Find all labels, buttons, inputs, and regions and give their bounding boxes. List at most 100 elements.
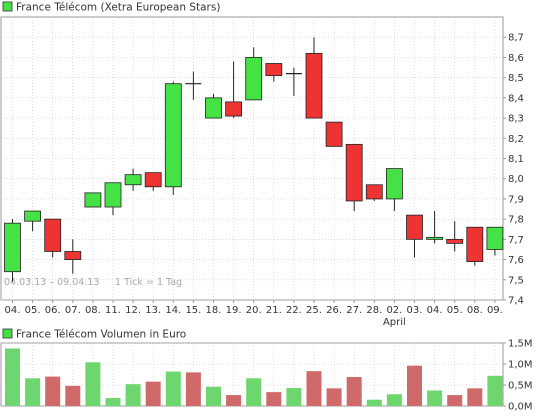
candle-body bbox=[124, 174, 142, 186]
candle bbox=[486, 226, 504, 256]
volume-ytick-label: 1,0M bbox=[508, 360, 533, 371]
candles bbox=[4, 37, 504, 282]
x-tick-label: 05. bbox=[25, 305, 41, 316]
candle bbox=[245, 47, 263, 101]
candle-body bbox=[144, 172, 162, 188]
volume-legend-marker bbox=[2, 328, 13, 339]
candle-body bbox=[225, 101, 243, 117]
volume-bar bbox=[25, 378, 41, 406]
price-ytick-label: 8,7 bbox=[508, 33, 524, 44]
candle bbox=[446, 221, 464, 252]
candle-body bbox=[325, 121, 343, 147]
price-legend-marker bbox=[2, 1, 13, 12]
candle bbox=[124, 168, 142, 191]
x-tick-label: 12. bbox=[125, 305, 141, 316]
price-ytick-label: 7,4 bbox=[508, 296, 524, 307]
x-tick-label: 07. bbox=[65, 305, 81, 316]
volume-bar bbox=[125, 384, 141, 406]
candle-body bbox=[64, 251, 82, 260]
volume-bar bbox=[447, 395, 463, 406]
volume-bar bbox=[185, 372, 201, 406]
x-tick-label: 25. bbox=[306, 305, 322, 316]
candle bbox=[426, 211, 444, 244]
candle bbox=[104, 182, 122, 216]
candle bbox=[225, 61, 243, 119]
x-tick-label: 27. bbox=[346, 305, 362, 316]
candle-body bbox=[365, 184, 383, 200]
volume-bar bbox=[386, 394, 402, 406]
candle-body bbox=[245, 57, 263, 101]
volume-bar bbox=[206, 386, 221, 406]
price-ytick-label: 7,6 bbox=[508, 255, 524, 266]
x-tick-label: 09. bbox=[487, 305, 503, 316]
price-ytick-label: 8,0 bbox=[508, 174, 524, 185]
x-tick-label: 08. bbox=[467, 305, 483, 316]
price-ytick-label: 7,9 bbox=[508, 194, 524, 205]
candle bbox=[305, 37, 323, 119]
candle bbox=[4, 219, 21, 282]
x-tick-label: 15. bbox=[185, 305, 201, 316]
volume-bar bbox=[165, 371, 181, 406]
candle-body bbox=[345, 143, 363, 202]
volume-bar bbox=[5, 348, 20, 406]
volume-bar bbox=[85, 362, 101, 406]
candle-body bbox=[305, 52, 323, 119]
tick-label: 1 Tick = 1 Tag bbox=[115, 277, 182, 288]
candle bbox=[84, 192, 102, 208]
x-axis: 04. 05. 06. 07. 08. 11. 12. 13. 14. 15. 18. 19. 20. 2… bbox=[5, 300, 503, 328]
x-tick-label: 04. bbox=[427, 305, 443, 316]
candle-body bbox=[205, 97, 222, 119]
candle-body bbox=[406, 214, 423, 240]
price-ytick-label: 8,5 bbox=[508, 73, 524, 84]
volume-bar bbox=[427, 390, 443, 406]
candle-body bbox=[104, 182, 122, 208]
volume-bar bbox=[65, 385, 81, 406]
x-tick-label: 13. bbox=[145, 305, 161, 316]
candle-body bbox=[426, 236, 444, 240]
candle bbox=[285, 67, 302, 96]
x-tick-label: 14. bbox=[165, 305, 181, 316]
x-tick-label: 28. bbox=[366, 305, 382, 316]
candle bbox=[44, 218, 62, 258]
volume-bar bbox=[145, 381, 161, 406]
candle-body bbox=[164, 83, 182, 188]
x-tick-label: 26. bbox=[326, 305, 342, 316]
price-ytick-label: 8,2 bbox=[508, 134, 524, 145]
x-tick-label: 06. bbox=[45, 305, 61, 316]
volume-bar bbox=[487, 375, 503, 406]
candle bbox=[325, 121, 343, 147]
x-tick-label: 18. bbox=[206, 305, 222, 316]
volume-bar bbox=[105, 398, 121, 406]
volume-bar bbox=[246, 378, 262, 406]
candle-body bbox=[44, 218, 62, 252]
price-ytick-label: 8,4 bbox=[508, 93, 524, 104]
x-tick-label: 05. bbox=[447, 305, 463, 316]
price-y-axis: 7,4 7,5 7,6 7,7 7,8 7,9 8,0 8,1 8,2 8,3 8,4 8,5 8,6 8… bbox=[1, 33, 524, 307]
price-ytick-label: 8,1 bbox=[508, 154, 524, 165]
x-tick-label: 22. bbox=[286, 305, 302, 316]
x-tick-label: 21. bbox=[266, 305, 282, 316]
candle-body bbox=[446, 238, 464, 244]
price-ytick-label: 8,3 bbox=[508, 114, 524, 125]
candle bbox=[164, 81, 182, 195]
x-tick-label: 20. bbox=[246, 305, 262, 316]
volume-bars bbox=[5, 348, 503, 406]
candle-body bbox=[4, 222, 21, 273]
volume-bar bbox=[266, 392, 282, 406]
volume-bar bbox=[346, 377, 362, 406]
x-sublabel: April bbox=[383, 317, 406, 328]
x-tick-label: 03. bbox=[407, 305, 423, 316]
candle-body bbox=[84, 192, 102, 208]
price-chart-title: France Télécom (Xetra European Stars) bbox=[16, 2, 220, 14]
price-ytick-label: 8,6 bbox=[508, 53, 524, 64]
candle bbox=[205, 93, 222, 119]
x-tick-label: 02. bbox=[386, 305, 402, 316]
volume-bar bbox=[306, 371, 322, 406]
candle-body bbox=[466, 226, 484, 262]
candle bbox=[144, 172, 162, 191]
volume-chart-title: France Télécom Volumen in Euro bbox=[16, 329, 186, 341]
price-ytick-label: 7,7 bbox=[508, 235, 524, 246]
candle bbox=[345, 143, 363, 212]
